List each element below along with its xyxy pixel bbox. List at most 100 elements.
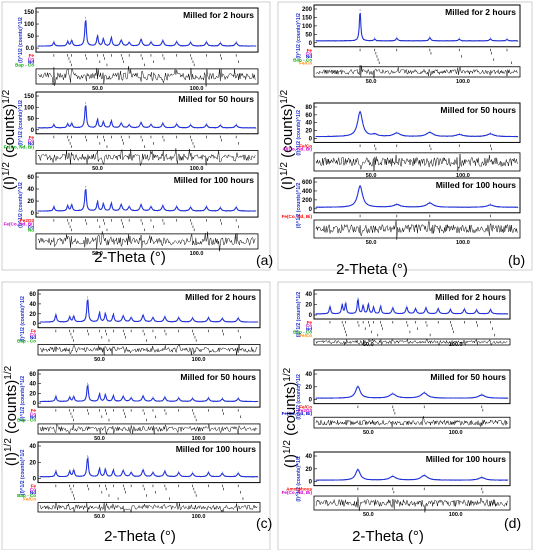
panel-d: (I)1/2 (counts)1/22-Theta (°)(d)Milled f… <box>277 281 533 550</box>
y-tick-label: 50 <box>305 32 312 38</box>
panel-letter: (b) <box>508 252 525 268</box>
x-tick-label: 50.0 <box>92 251 103 257</box>
y-tick-label: 200 <box>302 7 313 13</box>
difference-curve <box>39 343 258 356</box>
y-axis-label-part: (counts) <box>1 104 18 162</box>
x-tick-label: 100.0 <box>456 173 470 179</box>
difference-curve <box>37 148 256 166</box>
y-tick-label: 0 <box>309 136 313 142</box>
x-tick-label: 50.0 <box>363 342 374 348</box>
x-tick-label: 100.0 <box>449 430 463 436</box>
y-tick-label: 0 <box>309 480 313 486</box>
x-tick-label: 50.0 <box>94 514 105 520</box>
phase-label: Co <box>306 323 312 328</box>
inner-y-axis-label: (I)^1/2 (counts)^1/2 <box>20 376 26 422</box>
difference-curve <box>315 153 518 172</box>
y-tick-label: 40 <box>27 187 34 193</box>
residual-area <box>35 233 259 250</box>
subplot-3: Milled for 100 hours (I)^1/2 (counts)^1/2… <box>282 451 511 518</box>
x-axis-label: 2-Theta (°) <box>94 249 166 266</box>
phase-label: Fe2O3 <box>298 408 312 413</box>
phase-label: Co <box>30 332 36 337</box>
y-tick-label: 60 <box>29 372 36 378</box>
inner-y-axis-label: (I)^1/2 (counts)^1/2 <box>20 449 26 495</box>
phase-label: Nd <box>306 326 312 331</box>
phase-label: Amorphous <box>286 487 312 492</box>
y-tick-label: 40 <box>305 292 312 298</box>
inner-y-axis-label: (I)^1/2 (counts)^1/2 <box>296 292 302 338</box>
calculated-profile-line <box>38 105 256 129</box>
subplot-title: Milled for 2 hours <box>185 292 256 302</box>
y-tick-label: 200 <box>302 198 313 204</box>
y-tick-label: 0 <box>33 322 37 328</box>
y-tick-label: 150 <box>302 15 313 21</box>
y-tick-label: 600 <box>302 180 313 186</box>
y-axis-label-part: (counts) <box>282 382 299 440</box>
y-tick-label: 0 <box>309 398 313 404</box>
x-tick-label: 50.0 <box>366 240 377 246</box>
phase-label: Fe <box>307 48 313 53</box>
x-tick-label: 100.0 <box>449 512 463 518</box>
y-tick-label: 0 <box>309 207 313 213</box>
subplot-title: Milled for 100 hours <box>174 175 255 185</box>
difference-curve <box>315 220 518 240</box>
subplot-title: Milled for 2 hours <box>183 10 254 20</box>
phase-label: Al(Co, Nd, Bi) <box>282 147 312 152</box>
difference-curve <box>315 65 518 79</box>
phase-label: Co <box>28 224 34 229</box>
residual-area <box>37 344 261 356</box>
y-tick-label: 20 <box>305 303 312 309</box>
phase-label: Nd <box>28 141 34 146</box>
x-tick-label: 100.0 <box>456 240 470 246</box>
y-tick-label: 0 <box>33 401 37 407</box>
y-tick-label: 50 <box>27 117 34 123</box>
x-tick-label: 50.0 <box>363 430 374 436</box>
x-tick-label: 50.0 <box>94 436 105 442</box>
y-axis-label-part: 1/2 <box>279 89 290 103</box>
difference-curve <box>39 423 258 435</box>
inner-y-axis-label: (I)^1/2 (counts)^1/2 <box>296 374 302 420</box>
panel-letter: (c) <box>256 515 272 531</box>
y-tick-label: 100 <box>24 22 35 28</box>
x-tick-label: 50.0 <box>92 86 103 92</box>
x-tick-label: 100.0 <box>190 251 204 257</box>
inner-y-axis-label: (I)^1/2 (counts)^1/2 <box>296 182 302 228</box>
calculated-profile-line <box>40 456 258 478</box>
difference-curve <box>315 338 508 347</box>
subplot-1: Milled for 2 hours (I)^1/2 (counts)^1/2 0.… <box>15 7 259 92</box>
calculated-profile-line <box>316 469 508 481</box>
phase-label: Fe(Co, Nd, Bi) <box>282 411 313 416</box>
y-tick-label: 150 <box>24 94 35 100</box>
subplot-3: Milled for 100 hours (I)^1/2 (counts)^1/2… <box>17 441 261 520</box>
y-axis-label-part: (counts) <box>279 104 296 162</box>
x-tick-label: 100.0 <box>192 436 206 442</box>
y-axis-label-part: (I) <box>3 452 20 466</box>
y-tick-label: 40 <box>305 121 312 127</box>
y-axis-label: (I)1/2 (counts)1/2 <box>279 89 296 190</box>
inner-y-axis-label: (I)^1/2 (counts)^1/2 <box>18 17 24 63</box>
phase-label: Nd <box>306 54 312 59</box>
y-axis-label-part: (I) <box>282 454 299 468</box>
inner-y-axis-label: (I)^1/2 (counts)^1/2 <box>296 13 302 59</box>
phase-label: Fe/Co <box>23 496 36 501</box>
y-axis-label-part: (I) <box>279 176 296 190</box>
x-tick-label: 50.0 <box>94 357 105 363</box>
phase-label: Bap - Co <box>15 63 34 68</box>
calculated-profile-line <box>40 383 258 403</box>
calculated-profile-line <box>38 188 256 212</box>
y-axis-label-part: 1/2 <box>3 438 14 452</box>
y-axis-label-part: 1/2 <box>3 365 14 379</box>
subplot-title: Milled for 100 hours <box>176 444 257 454</box>
difference-curve <box>37 231 256 252</box>
y-tick-label: 20 <box>29 312 36 318</box>
y-tick-label: 40 <box>305 372 312 378</box>
inner-y-axis-label: (I)^1/2 (counts)^1/2 <box>296 456 302 502</box>
phase-label: Nd <box>30 335 36 340</box>
subplot-title: Milled for 2 hours <box>445 7 516 17</box>
panel-c: (I)1/2 (counts)1/22-Theta (°)(c)Milled f… <box>1 281 272 550</box>
y-tick-label: 0.0 <box>26 46 35 52</box>
phase-label: Co <box>28 138 34 143</box>
subplot-2: Milled for 50 hours (I)^1/2 (counts)^1/2 0… <box>282 369 511 436</box>
phase-label: Co <box>306 51 312 56</box>
y-tick-label: 50 <box>27 34 34 40</box>
